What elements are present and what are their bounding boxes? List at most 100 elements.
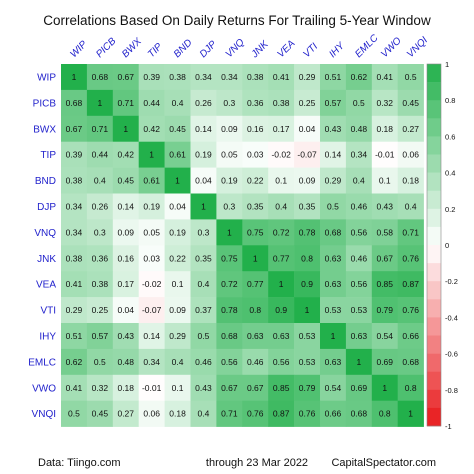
cell-value: 0.14	[143, 331, 160, 341]
column-label: VWO	[379, 35, 404, 60]
cell-value: 0.85	[376, 279, 393, 289]
cell-value: 0.17	[273, 124, 290, 134]
heatmap-cell	[242, 297, 269, 324]
cell-value: 0.09	[117, 227, 134, 237]
cell-value: 0.54	[376, 331, 393, 341]
heatmap-cell	[397, 400, 424, 427]
heatmap-cell	[397, 167, 424, 194]
heatmap-cell	[294, 323, 321, 350]
heatmap-cell	[345, 348, 373, 376]
heatmap-cell	[190, 89, 217, 117]
heatmap-cells	[61, 64, 424, 427]
cell-value: 0.68	[325, 227, 342, 237]
heatmap-cell	[216, 323, 243, 350]
row-label: PICB	[33, 98, 57, 109]
heatmap-cell	[216, 64, 243, 91]
cell-value: 0.14	[325, 150, 342, 160]
heatmap-cell	[320, 271, 347, 298]
heatmap-cell	[216, 219, 243, 246]
colorbar-tick-label: 0.6	[445, 132, 455, 141]
colorbar-segment	[427, 317, 441, 336]
heatmap-cell	[61, 193, 88, 220]
heatmap-cell	[268, 219, 295, 246]
heatmap-cell	[294, 348, 321, 376]
colorbar-tick-label: 0.8	[445, 96, 455, 105]
row-label: DJP	[37, 202, 56, 213]
cell-value: 0.14	[195, 124, 212, 134]
cell-value: 0.54	[325, 383, 342, 393]
heatmap-cell	[397, 89, 424, 117]
heatmap-cell	[190, 167, 217, 194]
cell-value: 0.66	[325, 409, 342, 419]
cell-value: 0.32	[376, 98, 393, 108]
cell-value: 0.87	[402, 279, 419, 289]
heatmap-cell	[371, 271, 398, 298]
cell-value: 0.06	[402, 150, 419, 160]
heatmap-cell	[371, 141, 398, 168]
heatmap-cell	[268, 141, 295, 168]
heatmap-cell	[371, 400, 398, 427]
heatmap-cell	[190, 374, 217, 401]
heatmap-cell	[138, 323, 165, 350]
cell-value: 0.68	[66, 98, 83, 108]
heatmap-cell	[268, 193, 295, 220]
cell-value: 0.36	[92, 253, 109, 263]
cell-value: 0.41	[66, 383, 83, 393]
heatmap-cell	[86, 245, 114, 272]
heatmap-cell	[112, 89, 139, 117]
column-labels: WIP PICB BWX TIP BND DJP VNQ JNK VEA VTI IHY EMLCVW…	[68, 32, 430, 61]
heatmap-cell	[294, 141, 321, 168]
cell-value: 0.42	[143, 124, 160, 134]
heatmap-cell	[268, 115, 295, 142]
colorbar-tick-label: 0	[445, 241, 449, 250]
heatmap-cell	[190, 400, 217, 427]
heatmap-cell	[86, 400, 114, 427]
heatmap-cell	[294, 271, 321, 298]
heatmap-cell	[242, 64, 269, 91]
cell-value: 0.76	[299, 409, 316, 419]
cell-value: 0.05	[221, 150, 238, 160]
heatmap-cell	[397, 64, 424, 91]
cell-value: 0.76	[402, 253, 419, 263]
heatmap-cell	[397, 271, 424, 298]
heatmap-cell	[164, 193, 191, 220]
cell-value: 0.76	[247, 409, 264, 419]
cell-value: 0.5	[327, 201, 339, 211]
cell-value: 0.61	[169, 150, 186, 160]
cell-value: -0.07	[297, 150, 317, 160]
heatmap-cell	[61, 89, 88, 117]
heatmap-cell	[138, 297, 165, 324]
cell-value: 0.29	[325, 176, 342, 186]
colorbar-segment	[427, 281, 441, 300]
cell-value: 0.34	[66, 227, 83, 237]
cell-value: 0.8	[301, 253, 313, 263]
cell-value: 0.71	[92, 124, 109, 134]
heatmap-cell	[190, 115, 217, 142]
cell-value: 0.45	[169, 124, 186, 134]
cell-value: 0.4	[172, 357, 184, 367]
heatmap-cell	[320, 400, 347, 427]
cell-value: 0.27	[117, 409, 134, 419]
heatmap-cell	[86, 167, 114, 194]
cell-value: 0.38	[169, 72, 186, 82]
heatmap-cell	[345, 167, 373, 194]
heatmap-cell	[371, 374, 398, 401]
heatmap-cell	[86, 348, 114, 376]
cell-value: 1	[97, 98, 102, 108]
heatmap-cell	[61, 141, 88, 168]
heatmap-cell	[371, 323, 398, 350]
cell-value: 0.56	[221, 357, 238, 367]
row-label: EMLC	[28, 357, 56, 368]
heatmap-cell	[397, 115, 424, 142]
row-label: VNQI	[32, 409, 56, 420]
cell-value: 0.79	[376, 305, 393, 315]
cell-value: 0.41	[66, 279, 83, 289]
heatmap-cell	[86, 374, 114, 401]
heatmap-cell	[268, 400, 295, 427]
heatmap-cell	[164, 271, 191, 298]
cell-value: 0.75	[247, 227, 264, 237]
cell-value: 0.35	[247, 201, 264, 211]
cell-value: 0.4	[94, 176, 106, 186]
heatmap-cell	[164, 115, 191, 142]
heatmap-cell	[320, 141, 347, 168]
